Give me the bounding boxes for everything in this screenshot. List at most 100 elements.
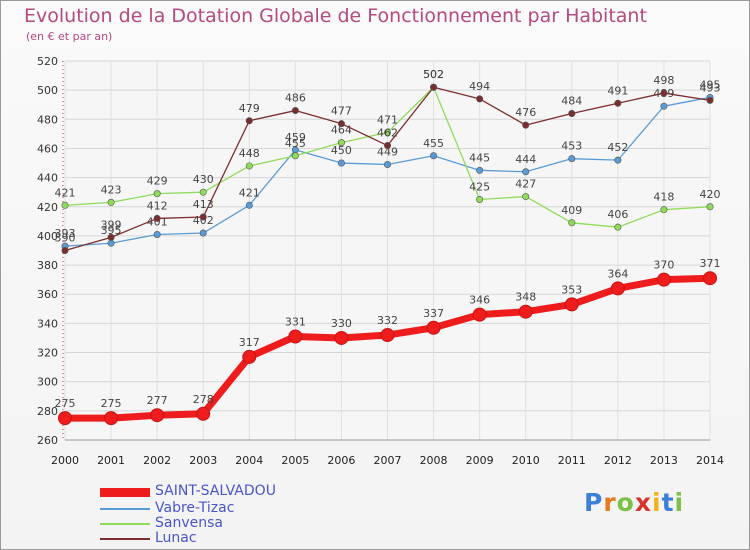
- data-point: [383, 128, 391, 136]
- data-point: [337, 120, 345, 128]
- data-label: 476: [515, 106, 536, 119]
- data-label: 502: [423, 68, 444, 81]
- data-point: [291, 152, 299, 160]
- data-point: [153, 230, 161, 238]
- proxiti-logo: Proxiti: [584, 488, 684, 517]
- data-point: [614, 156, 622, 164]
- data-point: [522, 121, 530, 129]
- data-label: 418: [653, 191, 674, 204]
- data-label: 455: [285, 137, 306, 150]
- data-label: 346: [469, 294, 490, 307]
- series-lunac: 390 399 412 413 479 486 477 462 502 494 476 484 491 4…: [55, 68, 721, 255]
- logo-letter: i: [674, 488, 685, 517]
- legend-item-vabre-tizac[interactable]: Vabre-Tizac: [100, 500, 360, 517]
- y-tick-label: 460: [37, 142, 58, 155]
- chart-subtitle: (en € et par an): [26, 30, 113, 43]
- data-label: 393: [55, 227, 76, 240]
- data-label: 275: [55, 397, 76, 410]
- y-tick-label: 480: [37, 113, 58, 126]
- data-point: [476, 95, 484, 103]
- legend-swatch: [100, 538, 150, 540]
- y-tick-label: 260: [37, 434, 58, 447]
- legend-item-lunac[interactable]: Lunac: [100, 530, 360, 547]
- legend-swatch: [100, 508, 150, 510]
- data-point: [430, 152, 438, 160]
- data-label: 413: [193, 198, 214, 211]
- data-label: 423: [101, 183, 122, 196]
- logo-letter: o: [616, 488, 635, 517]
- y-tick-label: 440: [37, 172, 58, 185]
- x-tick-label: 2008: [420, 454, 448, 467]
- data-point: [660, 206, 668, 214]
- data-label: 390: [55, 232, 76, 245]
- x-tick-label: 2006: [327, 454, 355, 467]
- data-label: 371: [700, 257, 721, 270]
- data-label: 429: [147, 175, 168, 188]
- data-point: [660, 89, 668, 97]
- data-label: 399: [101, 218, 122, 231]
- data-label: 495: [700, 78, 721, 91]
- logo-letter: x: [634, 488, 652, 517]
- data-label: 409: [561, 204, 582, 217]
- data-point: [153, 214, 161, 222]
- data-point: [522, 168, 530, 176]
- data-label: 420: [700, 188, 721, 201]
- data-point: [150, 408, 165, 423]
- data-label: 421: [239, 186, 260, 199]
- data-label: 421: [55, 186, 76, 199]
- data-label: 330: [331, 317, 352, 330]
- data-point: [430, 83, 438, 91]
- x-tick-label: 2000: [51, 454, 79, 467]
- data-point: [104, 411, 119, 426]
- y-tick-label: 340: [37, 317, 58, 330]
- data-label: 278: [193, 393, 214, 406]
- y-tick-label: 500: [37, 84, 58, 97]
- data-label: 484: [561, 94, 582, 107]
- data-point: [199, 213, 207, 221]
- data-point: [61, 201, 69, 209]
- data-label: 494: [469, 80, 490, 93]
- data-point: [58, 411, 72, 426]
- y-tick-label: 300: [37, 376, 58, 389]
- data-point: [568, 155, 576, 163]
- data-label: 459: [285, 131, 306, 144]
- data-point: [476, 166, 484, 174]
- data-point: [426, 320, 441, 335]
- x-tick-label: 2004: [235, 454, 263, 467]
- legend-swatch: [100, 523, 150, 525]
- series-saint-salvadou: 275 275 277 278 317 331 330 332 337 346 348 353 364 3…: [55, 257, 721, 426]
- data-point: [288, 329, 303, 344]
- data-label: 337: [423, 307, 444, 320]
- data-point: [153, 190, 161, 198]
- data-label: 353: [561, 283, 582, 296]
- data-point: [245, 162, 253, 170]
- y-tick-label: 360: [37, 288, 58, 301]
- data-label: 471: [377, 113, 398, 126]
- data-point: [199, 229, 207, 237]
- data-point: [564, 297, 579, 312]
- y-tick-label: 400: [37, 230, 58, 243]
- data-label: 317: [239, 336, 260, 349]
- data-label: 332: [377, 314, 398, 327]
- data-label: 412: [147, 199, 168, 212]
- data-point: [703, 271, 717, 286]
- x-tick-label: 2001: [97, 454, 125, 467]
- data-point: [334, 330, 349, 345]
- data-point: [383, 160, 391, 168]
- data-label: 491: [607, 84, 628, 97]
- data-point: [614, 223, 622, 231]
- x-tick-label: 2009: [466, 454, 494, 467]
- legend-item-sanvensa[interactable]: Sanvensa: [100, 515, 360, 532]
- legend-item-saint-salvadou[interactable]: SAINT-SALVADOU: [100, 483, 360, 500]
- data-point: [614, 99, 622, 107]
- data-label: 493: [700, 81, 721, 94]
- legend-label: Sanvensa: [155, 515, 223, 531]
- logo-letter: t: [661, 488, 675, 517]
- y-tick-label: 280: [37, 405, 58, 418]
- data-point: [337, 139, 345, 147]
- data-point: [383, 142, 391, 150]
- data-label: 406: [607, 208, 628, 221]
